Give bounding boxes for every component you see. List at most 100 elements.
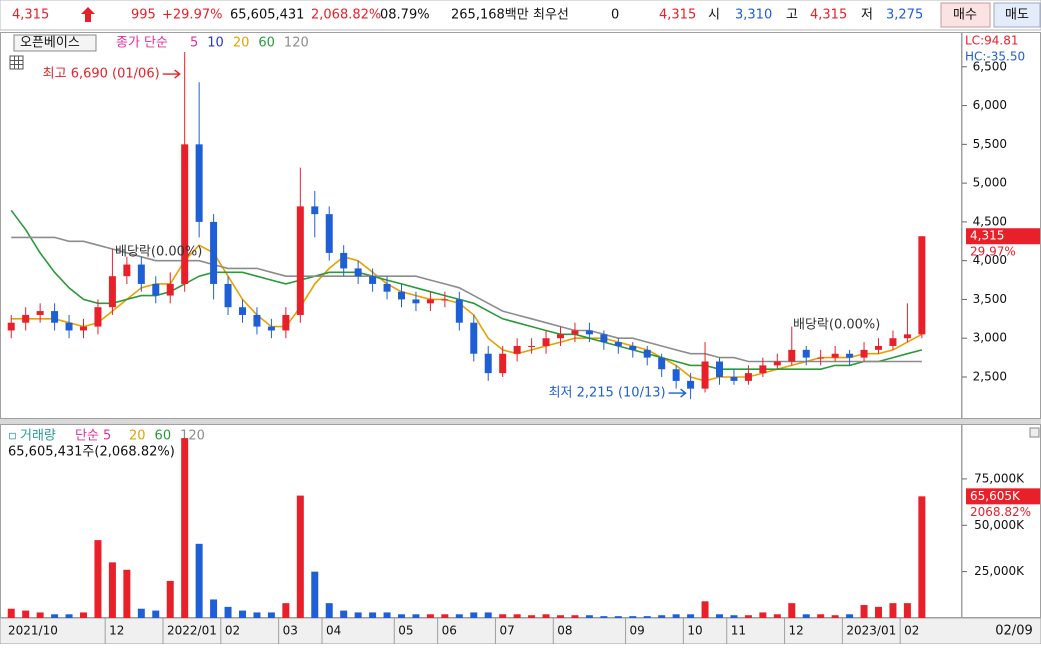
volume-bar (658, 615, 666, 618)
volume-bar (137, 608, 145, 618)
panel-button[interactable] (1029, 427, 1040, 438)
volume-bar (918, 496, 926, 618)
candle-body (340, 252, 348, 269)
dividend-annotation: 배당락(0.00%) (793, 318, 880, 333)
last-volume-rate: 2068.82% (970, 505, 1031, 519)
x-tick-label: 10 (687, 624, 702, 638)
candle-body (557, 334, 564, 339)
candle-body (585, 330, 593, 335)
lc-label: LC:94.81 (965, 34, 1018, 48)
volume-bar (759, 612, 767, 618)
buy-label[interactable]: 매수 (953, 8, 977, 23)
candle-body (296, 206, 304, 315)
candle-body (701, 361, 709, 389)
candle-body (325, 214, 333, 253)
candle-body (643, 349, 651, 358)
volume-bar (195, 543, 203, 618)
candle-body (267, 326, 275, 331)
x-tick-label: 02 (225, 624, 240, 638)
candle-body (831, 353, 839, 358)
volume-bar (369, 612, 377, 618)
volume-bar (181, 438, 189, 618)
volume-bar (846, 614, 854, 618)
candle-body (123, 264, 131, 277)
x-tick-label: 2021/10 (8, 624, 58, 638)
y-tick-label: 5,000 (973, 176, 1007, 190)
volume-bar (600, 616, 608, 618)
candle-body (802, 349, 810, 358)
x-tick-label: 02 (904, 624, 919, 638)
candle-body (614, 342, 622, 346)
candle-body (903, 334, 911, 339)
candle-body (499, 353, 507, 374)
candle-body (224, 283, 232, 308)
open-label: 시 (708, 8, 720, 23)
legend-item: 10 (207, 36, 224, 51)
candle-body (51, 311, 59, 323)
x-tick-label: 12 (109, 624, 124, 638)
candle-body (398, 291, 405, 300)
volume-bar (123, 569, 131, 618)
hc-label: HC:-35.50 (965, 50, 1025, 64)
volume-bar (773, 614, 781, 618)
candle-body (253, 314, 261, 327)
candle-body (181, 144, 189, 284)
candle-body (94, 307, 102, 327)
high-annotation: 최고 6,690 (01/06) (43, 67, 160, 82)
low-arrow (668, 388, 687, 398)
volume-bar (210, 599, 218, 618)
volume-bar (788, 603, 796, 618)
legend-box-label[interactable]: 오픈베이스 (20, 36, 80, 51)
sell-button[interactable] (993, 2, 1041, 28)
volume-bar (441, 614, 449, 618)
candle-body (108, 276, 116, 308)
volume-bar (557, 615, 564, 618)
open: 3,310 (735, 8, 772, 23)
volume-bar (484, 612, 492, 618)
candle-body (470, 322, 478, 354)
volume-bar (455, 614, 463, 618)
candle-body (36, 311, 44, 315)
volume-bar (499, 614, 507, 618)
volume-bar (224, 606, 232, 618)
grid-icon[interactable] (9, 55, 24, 70)
volume-bar (398, 614, 405, 618)
x-tick-label: 11 (731, 624, 746, 638)
legend-prefix: 종가 단순 (116, 36, 168, 51)
candle-body (687, 380, 695, 389)
volume-legend-prefix: 단순 5 (75, 429, 111, 444)
low-annotation: 최저 2,215 (10/13) (549, 386, 666, 401)
y-tick-label: 6,500 (973, 59, 1007, 73)
last-volume-tag (966, 488, 1040, 505)
candle-body (166, 283, 174, 296)
candle-body (369, 276, 377, 284)
candle-body (875, 345, 882, 350)
volume-bar (716, 614, 723, 618)
volume-rate: 2,068.82% (311, 8, 381, 23)
sell-label[interactable]: 매도 (1005, 8, 1029, 23)
candle-body (571, 330, 579, 335)
x-tick-label: 08 (557, 624, 572, 638)
x-tick-label: 06 (442, 624, 457, 638)
buy-button[interactable] (940, 2, 991, 28)
volume-summary: 65,605,431주(2,068.82%) (8, 445, 175, 460)
high: 4,315 (810, 8, 847, 23)
price-axis-panel (961, 32, 1041, 419)
moving-average (11, 236, 922, 363)
volume-bar (744, 615, 752, 618)
volume-bar (354, 612, 362, 618)
legend-item: 120 (284, 36, 309, 51)
legend-box[interactable] (13, 34, 97, 52)
best-value: 0 (611, 8, 619, 23)
volume-bar (860, 605, 868, 618)
candle-body (629, 345, 637, 350)
volume-bar (903, 603, 911, 618)
volume-panel (0, 424, 962, 618)
candle-body (7, 322, 15, 331)
y-tick-label: 4,500 (973, 214, 1007, 228)
price-panel (0, 32, 962, 419)
volume-bar (80, 612, 87, 618)
candle-body (600, 334, 608, 343)
volume-bar (51, 614, 59, 618)
volume-bar (701, 601, 709, 618)
